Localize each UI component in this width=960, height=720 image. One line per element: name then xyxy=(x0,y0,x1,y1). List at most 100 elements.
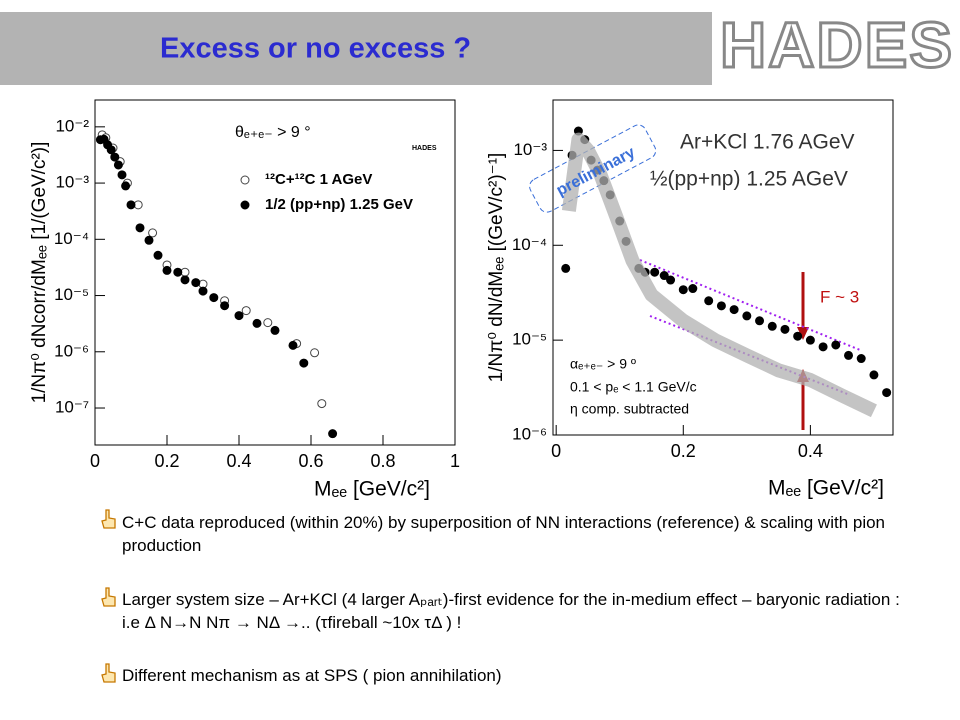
annotation: 0.1 < pₑ < 1.1 GeV/c xyxy=(570,379,697,395)
data-point xyxy=(328,429,338,439)
hand-icon xyxy=(101,663,116,683)
annotation: θₑ₊ₑ₋ > 9 ° xyxy=(235,124,311,141)
data-point xyxy=(742,311,752,321)
y-tick-label: 10⁻⁵ xyxy=(512,330,547,349)
annotation: αₑ₊ₑ₋ > 9 º xyxy=(570,356,636,372)
legend-label: ¹²C+¹²C 1 AGeV xyxy=(265,171,372,188)
y-tick-label: 10⁻⁶ xyxy=(54,341,89,360)
logo: HADES xyxy=(720,9,954,81)
data-point xyxy=(688,284,698,294)
data-point xyxy=(561,263,571,273)
arrow-head xyxy=(797,327,809,340)
data-point xyxy=(659,271,669,281)
data-point xyxy=(198,286,208,296)
data-point xyxy=(180,275,190,285)
y-tick-label: 10⁻³ xyxy=(513,140,547,159)
data-point xyxy=(805,335,815,345)
x-tick-label: 0 xyxy=(551,441,561,461)
data-point xyxy=(234,311,244,321)
data-point xyxy=(148,228,158,238)
data-point xyxy=(110,152,120,162)
bullet: C+C data reproduced (within 20%) by supe… xyxy=(122,513,886,555)
x-axis-label: Mₑₑ [GeV/c²] xyxy=(314,478,430,501)
data-point xyxy=(780,324,790,334)
data-point xyxy=(106,145,116,155)
logo-bg xyxy=(714,12,960,85)
plot-frame xyxy=(94,99,456,446)
data-point xyxy=(191,278,201,288)
data-point xyxy=(135,223,145,233)
hand-icon xyxy=(101,587,116,607)
data-point xyxy=(126,200,136,210)
data-point xyxy=(241,306,251,316)
x-tick-label: 1 xyxy=(450,451,460,471)
plot-frame xyxy=(552,99,894,436)
x-tick-label: 0.2 xyxy=(671,441,696,461)
data-point xyxy=(831,340,841,350)
legend-label: Ar+KCl 1.76 AGeV xyxy=(680,131,855,154)
title-bar xyxy=(0,12,712,85)
data-point xyxy=(144,235,154,245)
legend-label: ½(pp+np) 1.25 AGeV xyxy=(650,168,848,191)
data-point xyxy=(869,370,879,380)
data-point xyxy=(162,265,172,275)
data-point xyxy=(153,250,163,260)
x-tick-label: 0 xyxy=(90,451,100,471)
data-point xyxy=(767,321,777,331)
data-point xyxy=(121,181,131,191)
fit-line xyxy=(649,315,851,396)
data-point xyxy=(856,354,866,364)
slide-title: Excess or no excess ? xyxy=(160,33,471,65)
band xyxy=(561,132,877,418)
annotation: HADES xyxy=(412,145,437,152)
annotation: F ~ 3 xyxy=(820,287,859,306)
legend-marker xyxy=(240,175,250,185)
x-tick-label: 0.2 xyxy=(154,451,179,471)
data-point xyxy=(818,342,828,352)
data-point xyxy=(704,296,714,306)
x-axis-label: Mₑₑ [GeV/c²] xyxy=(768,477,884,500)
bullet: Different mechanism as at SPS ( pion ann… xyxy=(122,666,502,685)
legend-label: 1/2 (pp+np) 1.25 GeV xyxy=(265,196,413,213)
y-tick-label: 10⁻² xyxy=(55,116,89,135)
data-point xyxy=(317,399,327,409)
data-point xyxy=(173,267,183,277)
data-point xyxy=(299,358,309,368)
data-point xyxy=(844,350,854,360)
y-tick-label: 10⁻⁵ xyxy=(54,285,89,304)
data-point xyxy=(729,305,739,315)
data-point xyxy=(793,331,803,341)
data-point xyxy=(310,348,320,358)
data-point xyxy=(650,267,660,277)
y-axis-label: 1/Nπ⁰ dNcorr/dMₑₑ [1/(GeV/c²)] xyxy=(29,142,50,404)
y-tick-label: 10⁻⁷ xyxy=(55,398,89,417)
legend-marker xyxy=(240,200,250,210)
y-tick-label: 10⁻⁶ xyxy=(512,424,547,443)
data-point xyxy=(117,170,127,180)
data-point xyxy=(263,318,273,328)
x-tick-label: 0.4 xyxy=(226,451,251,471)
data-point xyxy=(755,316,765,326)
bullet: Larger system size – Ar+KCl (4 larger Aₚ… xyxy=(122,590,900,632)
y-axis-label: 1/Nπ⁰ dN/dMₑₑ [(GeV/c²)⁻¹] xyxy=(486,153,507,383)
data-point xyxy=(288,340,298,350)
data-point xyxy=(882,388,892,398)
y-tick-label: 10⁻³ xyxy=(55,173,89,192)
data-point xyxy=(113,160,123,170)
data-point xyxy=(220,301,230,311)
data-point xyxy=(209,293,219,303)
y-tick-label: 10⁻⁴ xyxy=(54,229,89,248)
hand-icon xyxy=(101,509,116,529)
data-point xyxy=(252,318,262,328)
x-tick-label: 0.4 xyxy=(798,441,823,461)
data-point xyxy=(666,275,676,285)
data-point xyxy=(678,285,688,295)
annotation: η comp. subtracted xyxy=(570,401,689,417)
data-point xyxy=(270,325,280,335)
x-tick-label: 0.8 xyxy=(370,451,395,471)
data-point xyxy=(716,301,726,311)
x-tick-label: 0.6 xyxy=(298,451,323,471)
y-tick-label: 10⁻⁴ xyxy=(512,235,547,254)
